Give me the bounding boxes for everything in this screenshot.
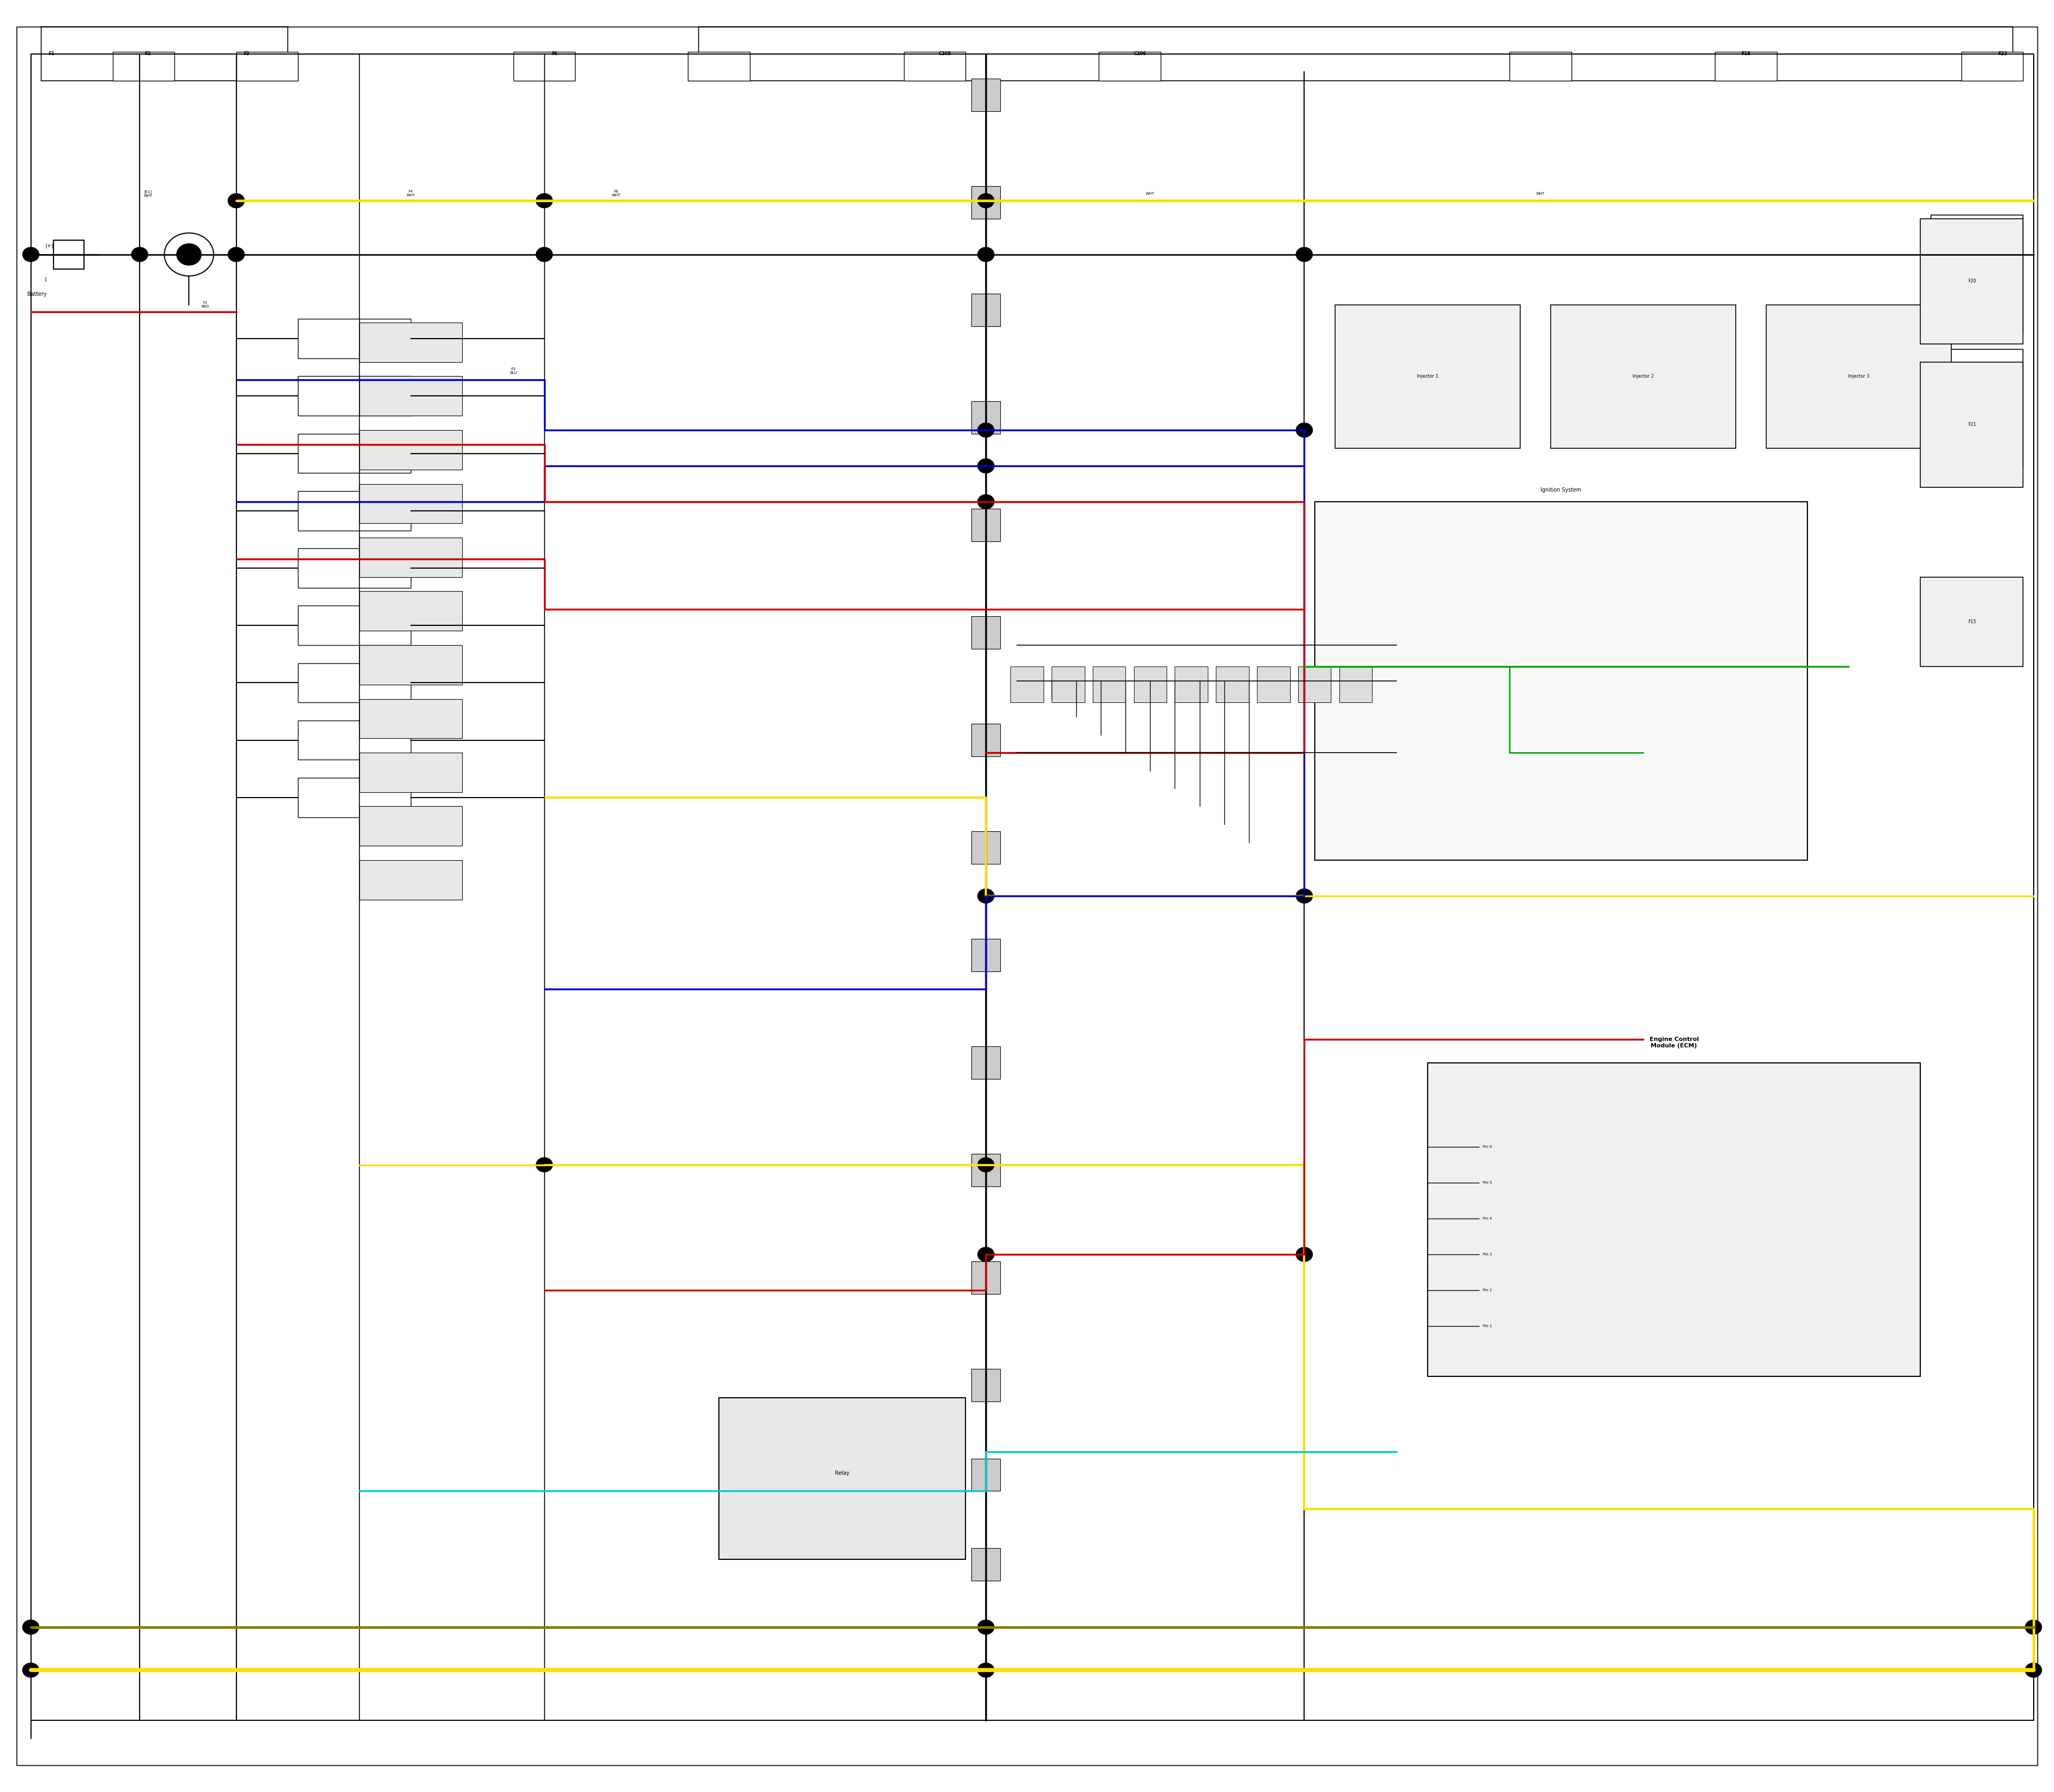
Bar	[1510, 52, 1571, 81]
Bar	[298, 491, 411, 530]
Bar	[1216, 667, 1249, 702]
Circle shape	[23, 1620, 39, 1634]
Circle shape	[23, 247, 39, 262]
Text: Battery: Battery	[27, 292, 47, 297]
Bar	[1134, 667, 1167, 702]
Bar	[359, 699, 462, 738]
Bar	[298, 606, 411, 645]
Text: (+): (+)	[45, 244, 53, 249]
Text: F3
BLU: F3 BLU	[509, 367, 518, 375]
Bar	[359, 753, 462, 792]
Text: F8
WHT: F8 WHT	[612, 190, 620, 197]
Bar	[719, 1398, 965, 1559]
Text: F15: F15	[1968, 620, 1976, 624]
Bar	[972, 724, 1000, 756]
Bar	[1766, 305, 1951, 448]
Text: Injector 1: Injector 1	[1417, 375, 1438, 378]
Bar	[972, 1262, 1000, 1294]
Text: F4
WHT: F4 WHT	[407, 190, 415, 197]
Bar	[359, 323, 462, 362]
Bar	[41, 27, 288, 81]
Bar	[1335, 305, 1520, 448]
Text: WHT: WHT	[1536, 192, 1545, 195]
Text: F2
RED: F2 RED	[201, 301, 210, 308]
Bar	[298, 548, 411, 588]
Bar	[1920, 219, 2023, 344]
Bar	[972, 1047, 1000, 1079]
Bar	[359, 484, 462, 523]
Bar	[298, 663, 411, 702]
Bar	[972, 939, 1000, 971]
Text: F1: F1	[49, 52, 53, 56]
Bar	[298, 434, 411, 473]
Text: C206: C206	[1134, 52, 1146, 56]
Bar	[1962, 52, 2023, 81]
Text: Pin 6: Pin 6	[1483, 1145, 1491, 1149]
Text: F2: F2	[146, 52, 150, 56]
Circle shape	[978, 1158, 994, 1172]
Bar	[298, 319, 411, 358]
Circle shape	[23, 1663, 39, 1677]
Text: C205: C205	[939, 52, 951, 56]
Bar	[972, 1459, 1000, 1491]
Bar	[298, 720, 411, 760]
Bar	[236, 52, 298, 81]
Bar	[972, 616, 1000, 649]
Circle shape	[228, 194, 244, 208]
Circle shape	[2025, 1663, 2042, 1677]
Text: 1: 1	[43, 278, 47, 283]
Bar	[1298, 667, 1331, 702]
Circle shape	[978, 459, 994, 473]
Circle shape	[1296, 423, 1313, 437]
Bar	[972, 294, 1000, 326]
Circle shape	[1296, 1247, 1313, 1262]
Circle shape	[978, 495, 994, 509]
Bar	[972, 79, 1000, 111]
Circle shape	[131, 247, 148, 262]
Circle shape	[1296, 889, 1313, 903]
Bar	[359, 860, 462, 900]
Bar	[972, 186, 1000, 219]
Circle shape	[1296, 247, 1313, 262]
Text: F6: F6	[553, 52, 557, 56]
Text: Pin 2: Pin 2	[1483, 1288, 1491, 1292]
Bar	[972, 1154, 1000, 1186]
Text: Pin 5: Pin 5	[1483, 1181, 1491, 1185]
Bar	[698, 27, 2013, 81]
Bar	[1931, 215, 2023, 332]
Bar	[1339, 667, 1372, 702]
Bar	[904, 52, 965, 81]
Bar	[1315, 502, 1808, 860]
Circle shape	[978, 889, 994, 903]
Text: F3: F3	[244, 52, 249, 56]
Text: Pin 1: Pin 1	[1483, 1324, 1491, 1328]
Bar	[688, 52, 750, 81]
Bar	[972, 1548, 1000, 1581]
Bar	[113, 52, 175, 81]
Bar	[1428, 1063, 1920, 1376]
Bar	[1011, 667, 1043, 702]
Bar	[359, 538, 462, 577]
Text: Pin 3: Pin 3	[1483, 1253, 1491, 1256]
Bar	[53, 240, 84, 269]
Bar	[359, 806, 462, 846]
Bar	[359, 430, 462, 470]
Bar	[514, 52, 575, 81]
Bar	[359, 376, 462, 416]
Text: Pin 4: Pin 4	[1483, 1217, 1491, 1220]
Bar	[1715, 52, 1777, 81]
Bar	[1175, 667, 1208, 702]
Circle shape	[536, 1158, 553, 1172]
Bar	[1099, 52, 1161, 81]
Bar	[1257, 667, 1290, 702]
Text: Injector 2: Injector 2	[1633, 375, 1653, 378]
Text: Engine Control
Module (ECM): Engine Control Module (ECM)	[1649, 1038, 1699, 1048]
Circle shape	[978, 194, 994, 208]
Text: WHT: WHT	[1146, 192, 1154, 195]
Circle shape	[228, 247, 244, 262]
Bar	[1920, 362, 2023, 487]
Bar	[1093, 667, 1126, 702]
Bar	[1052, 667, 1085, 702]
Text: [E1]
WHT: [E1] WHT	[144, 190, 152, 197]
Circle shape	[978, 1247, 994, 1262]
